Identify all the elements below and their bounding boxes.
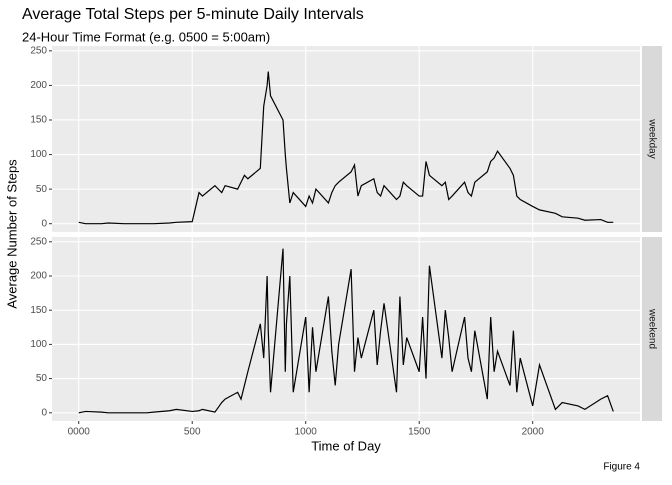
panel-background bbox=[52, 237, 640, 421]
facet-label: weekday bbox=[646, 118, 657, 158]
y-tick-label: 50 bbox=[36, 184, 48, 195]
chart-title: Average Total Steps per 5-minute Daily I… bbox=[22, 6, 364, 23]
x-axis-label: Time of Day bbox=[311, 438, 381, 453]
facet-label: weekend bbox=[646, 308, 657, 349]
x-tick-label: 2000 bbox=[522, 427, 545, 438]
chart-subtitle: 24-Hour Time Format (e.g. 0500 = 5:00am) bbox=[22, 29, 270, 44]
y-tick-label: 0 bbox=[41, 218, 47, 229]
y-axis-label: Average Number of Steps bbox=[4, 159, 19, 309]
x-tick-label: 1000 bbox=[295, 427, 318, 438]
y-tick-label: 100 bbox=[30, 149, 47, 160]
y-tick-label: 0 bbox=[41, 407, 47, 418]
x-tick-label: 1500 bbox=[408, 427, 431, 438]
y-tick-label: 200 bbox=[30, 80, 47, 91]
y-tick-label: 150 bbox=[30, 305, 47, 316]
facet-strip bbox=[642, 46, 662, 232]
line bbox=[78, 71, 614, 225]
x-tick-label: 500 bbox=[184, 427, 201, 438]
line bbox=[78, 248, 614, 414]
y-tick-label: 250 bbox=[30, 45, 47, 56]
y-tick-label: 100 bbox=[30, 339, 47, 350]
panel-background bbox=[52, 46, 640, 232]
y-tick-label: 50 bbox=[36, 373, 48, 384]
facet-strip bbox=[642, 237, 662, 421]
caption: Figure 4 bbox=[603, 462, 640, 473]
y-tick-label: 150 bbox=[30, 115, 47, 126]
y-tick-label: 200 bbox=[30, 271, 47, 282]
y-tick-label: 250 bbox=[30, 236, 47, 247]
x-tick-label: 0000 bbox=[68, 427, 91, 438]
